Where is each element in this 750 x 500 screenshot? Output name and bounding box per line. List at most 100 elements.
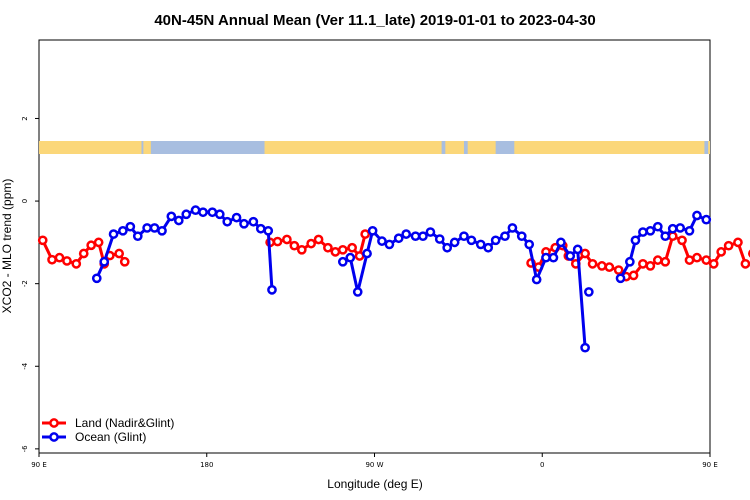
series-line-ocean <box>342 226 587 348</box>
legend-label-land: Land (Nadir&Glint) <box>75 416 174 430</box>
data-point-ocean <box>541 252 551 263</box>
y-tick-label: 0 <box>21 199 29 203</box>
data-point-ocean <box>548 252 559 263</box>
data-point-land <box>347 242 357 253</box>
legend: Land (Nadir&Glint) Ocean (Glint) <box>42 416 174 444</box>
band-land-3 <box>445 141 464 154</box>
data-point-land <box>360 229 371 239</box>
data-point-ocean <box>638 227 648 237</box>
x-tick-label: 180 <box>200 461 213 469</box>
data-point-land <box>330 247 341 257</box>
data-point-land <box>580 248 590 259</box>
data-point-land <box>54 252 65 263</box>
x-axis-label: Longitude (deg E) <box>327 477 422 491</box>
series-layer <box>37 205 750 353</box>
data-point-land <box>323 242 333 253</box>
data-point-ocean <box>108 229 119 239</box>
data-point-land <box>723 240 734 251</box>
data-point-land <box>660 256 671 267</box>
data-point-ocean <box>384 239 395 250</box>
series-land <box>37 229 750 282</box>
data-point-ocean <box>701 214 712 225</box>
band-land-4 <box>467 141 496 154</box>
data-point-ocean <box>377 236 387 246</box>
data-point-land <box>701 255 712 265</box>
data-point-ocean <box>580 342 590 353</box>
data-point-ocean <box>157 225 167 236</box>
data-point-ocean <box>531 274 542 285</box>
legend-entry-ocean: Ocean (Glint) <box>42 430 146 444</box>
data-point-ocean <box>442 242 453 253</box>
data-point-ocean <box>483 242 494 253</box>
data-point-ocean <box>91 273 102 284</box>
data-point-ocean <box>615 273 626 284</box>
data-point-land <box>716 247 727 257</box>
data-point-land <box>613 265 624 275</box>
data-point-ocean <box>507 223 518 233</box>
data-point-land <box>638 258 648 269</box>
data-point-ocean <box>267 285 277 295</box>
data-point-land <box>78 248 89 259</box>
band-land-2 <box>264 141 442 154</box>
data-point-ocean <box>181 209 192 220</box>
x-tick-label: 90 W <box>365 461 383 469</box>
surface-band <box>39 141 710 154</box>
data-point-land <box>677 235 687 246</box>
x-tick-label: 90 E <box>702 461 718 469</box>
data-point-land <box>62 256 72 266</box>
data-point-ocean <box>652 221 663 232</box>
data-point-ocean <box>248 216 259 227</box>
legend-marker-ocean <box>49 432 59 442</box>
series-ocean <box>91 205 712 353</box>
x-tick-label: 0 <box>540 461 544 469</box>
x-tick-label: 90 E <box>31 461 47 469</box>
data-point-ocean <box>337 256 348 267</box>
data-point-ocean <box>565 251 576 261</box>
plot-frame <box>38 39 711 454</box>
data-point-ocean <box>231 212 242 223</box>
data-point-ocean <box>625 256 635 267</box>
data-point-land <box>684 255 695 265</box>
data-point-ocean <box>556 237 566 248</box>
data-point-ocean <box>475 239 486 250</box>
data-point-land <box>354 251 365 261</box>
data-point-land <box>47 254 57 265</box>
data-point-land <box>708 258 719 269</box>
data-point-land <box>587 258 598 269</box>
data-point-ocean <box>352 287 363 297</box>
y-tick-label: 2 <box>21 116 29 120</box>
data-point-ocean <box>214 209 225 220</box>
data-point-ocean <box>190 205 201 216</box>
data-point-ocean <box>118 225 128 236</box>
data-point-land <box>313 234 324 245</box>
data-point-ocean <box>142 223 152 233</box>
y-tick-label: -6 <box>21 445 29 453</box>
data-point-ocean <box>684 225 695 236</box>
data-point-ocean <box>198 207 208 218</box>
band-land-1 <box>143 141 151 154</box>
data-point-land <box>597 261 607 271</box>
band-land-6 <box>708 141 710 154</box>
data-point-land <box>86 240 97 251</box>
band-land-5 <box>514 141 705 154</box>
data-point-ocean <box>524 239 535 250</box>
data-point-ocean <box>434 234 445 244</box>
data-point-ocean <box>418 231 428 242</box>
x-axis: 90 E 180 90 W 0 90 E <box>31 453 718 469</box>
data-point-ocean <box>125 221 136 232</box>
data-point-land <box>306 238 316 249</box>
data-point-ocean <box>425 227 436 237</box>
data-point-ocean <box>173 215 184 226</box>
chart-title: 40N-45N Annual Mean (Ver 11.1_late) 2019… <box>154 12 595 29</box>
data-point-ocean <box>149 223 160 233</box>
data-point-ocean <box>500 231 510 242</box>
legend-entry-land: Land (Nadir&Glint) <box>42 416 174 430</box>
data-point-land <box>296 244 307 255</box>
data-point-land <box>37 235 48 246</box>
data-point-land <box>289 240 300 251</box>
data-point-land <box>692 252 702 263</box>
data-point-land <box>645 261 656 271</box>
y-tick-label: -4 <box>21 362 29 370</box>
data-point-land <box>667 231 678 242</box>
